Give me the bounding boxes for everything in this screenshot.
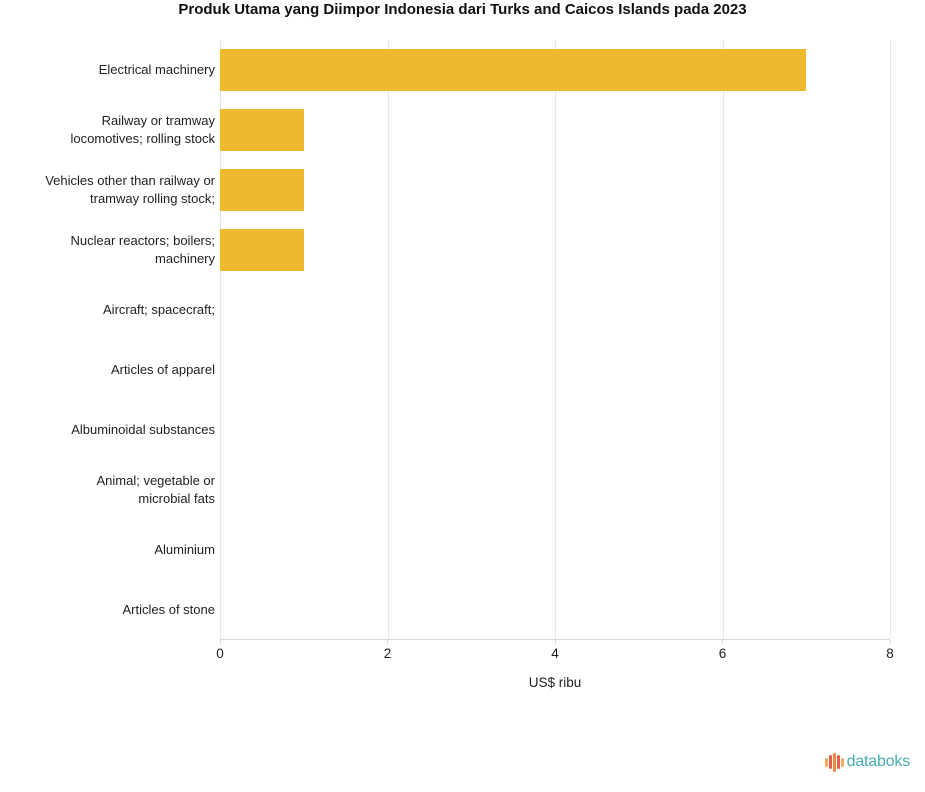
category-label: Railway or tramway locomotives; rolling …	[70, 113, 216, 146]
category-label: Aircraft; spacecraft;	[103, 302, 215, 317]
bar-row	[220, 580, 890, 640]
category-label: Nuclear reactors; boilers; machinery	[70, 233, 216, 266]
wave-bar	[828, 755, 832, 769]
bar-row	[220, 400, 890, 460]
x-tick-mark	[387, 640, 388, 644]
databoks-logo[interactable]: databoks	[824, 751, 911, 773]
chart-title: Produk Utama yang Diimpor Indonesia dari…	[178, 1, 747, 18]
x-tick-label: 6	[718, 646, 727, 661]
gridline-x-6	[722, 40, 724, 639]
bar-row	[220, 160, 890, 220]
x-tick-label: 0	[216, 646, 224, 661]
databoks-wordmark: databoks	[846, 753, 911, 770]
bar-row	[220, 100, 890, 160]
bar-row	[220, 340, 890, 400]
bar-row	[220, 220, 890, 280]
bar-nuclear-reactors-boilers-machinery	[220, 229, 304, 271]
bar-row	[220, 460, 890, 520]
x-tick-label: 4	[551, 646, 559, 661]
category-label: Aluminium	[154, 542, 215, 557]
gridline-x-0	[220, 40, 221, 639]
category-label: Electrical machinery	[98, 62, 215, 77]
x-tick-label: 2	[383, 646, 392, 661]
gridline-x-2	[387, 40, 389, 639]
y-axis-labels: Electrical machinery Railway or tramway l…	[0, 40, 215, 640]
gridline-x-4	[555, 40, 556, 639]
x-axis-label: US$ ribu	[528, 675, 582, 690]
x-tick-mark	[554, 640, 556, 644]
gridline-x-8	[890, 40, 891, 639]
x-tick-label: 8	[886, 646, 894, 661]
wave-bar	[840, 757, 844, 767]
bar-vehicles-other-than-railway-or-tramway-rolling-stock	[220, 169, 304, 211]
bar-row	[220, 280, 890, 340]
category-label: Articles of stone	[122, 602, 216, 617]
category-label: Articles of apparel	[110, 362, 215, 377]
plot-area	[220, 40, 891, 640]
x-tick-mark	[722, 640, 723, 644]
x-tick-mark	[889, 640, 891, 644]
category-label: Animal; vegetable or microbial fats	[96, 473, 215, 506]
bar-electrical-machinery	[220, 49, 807, 91]
bar-railway-or-tramway-locomotives-rolling-stock	[220, 109, 304, 151]
bar-row	[220, 40, 890, 100]
category-label: Albuminoidal substances	[71, 422, 215, 437]
databoks-bar-wave-icon	[824, 751, 844, 773]
wave-bar	[836, 755, 840, 769]
x-tick-mark	[219, 640, 221, 644]
bar-row	[220, 520, 890, 580]
wave-bar	[832, 752, 836, 772]
category-label: Vehicles other than railway or tramway r…	[45, 173, 215, 206]
wave-bar	[824, 757, 828, 767]
